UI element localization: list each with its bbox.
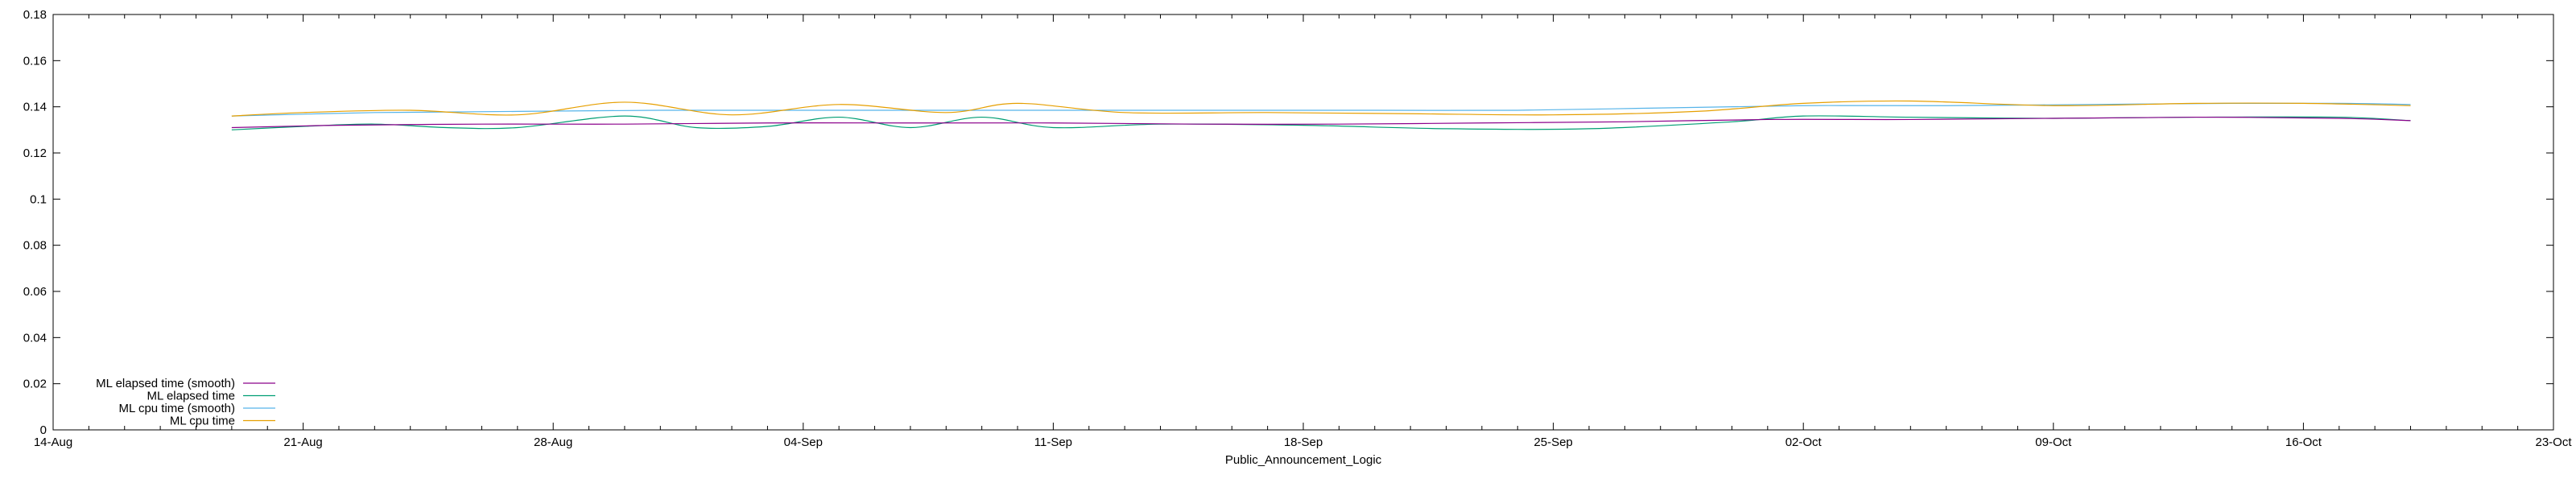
legend-label: ML elapsed time (smooth) <box>96 377 235 390</box>
y-tick-label: 0.06 <box>23 285 47 299</box>
x-axis-label: Public_Announcement_Logic <box>1225 453 1382 467</box>
series-line-2 <box>231 102 2411 117</box>
x-tick-label: 16-Oct <box>2285 436 2322 449</box>
y-tick-label: 0.16 <box>23 54 47 68</box>
x-tick-label: 02-Oct <box>1785 436 1823 449</box>
x-tick-label: 28-Aug <box>534 436 572 449</box>
series-line-0 <box>231 116 2411 129</box>
x-tick-label: 18-Sep <box>1284 436 1323 449</box>
y-axis: 0 0.02 0.04 0.06 0.08 0.1 0.12 0.14 0.16 0.18 <box>23 8 2553 437</box>
y-tick-label: 0 <box>40 423 47 437</box>
legend-label: ML elapsed time <box>147 390 236 403</box>
series-line-3 <box>231 100 2411 117</box>
y-tick-label: 0.1 <box>30 192 47 206</box>
y-tick-label: 0.14 <box>23 101 47 114</box>
x-tick-label: 23-Oct <box>2535 436 2572 449</box>
legend-label: ML cpu time (smooth) <box>119 402 236 415</box>
x-tick-label: 11-Sep <box>1034 436 1072 449</box>
plot-frame <box>52 14 2554 431</box>
x-tick-label: 14-Aug <box>34 436 72 449</box>
x-tick-label: 25-Sep <box>1534 436 1572 449</box>
x-axis: 14-Aug 21-Aug 28-Aug 04-Sep 11-Sep 18-Sep 25-S… <box>34 14 2572 449</box>
x-tick-label: 04-Sep <box>784 436 823 449</box>
x-tick-label: 21-Aug <box>283 436 322 449</box>
y-tick-label: 0.18 <box>23 8 47 22</box>
y-tick-label: 0.02 <box>23 378 47 391</box>
legend: ML elapsed time (smooth)ML elapsed timeM… <box>96 377 275 428</box>
series-layer <box>231 100 2411 130</box>
x-tick-label: 09-Oct <box>2035 436 2072 449</box>
y-tick-label: 0.04 <box>23 331 47 345</box>
y-tick-label: 0.12 <box>23 147 47 160</box>
y-tick-label: 0.08 <box>23 239 47 253</box>
legend-label: ML cpu time <box>170 415 235 428</box>
